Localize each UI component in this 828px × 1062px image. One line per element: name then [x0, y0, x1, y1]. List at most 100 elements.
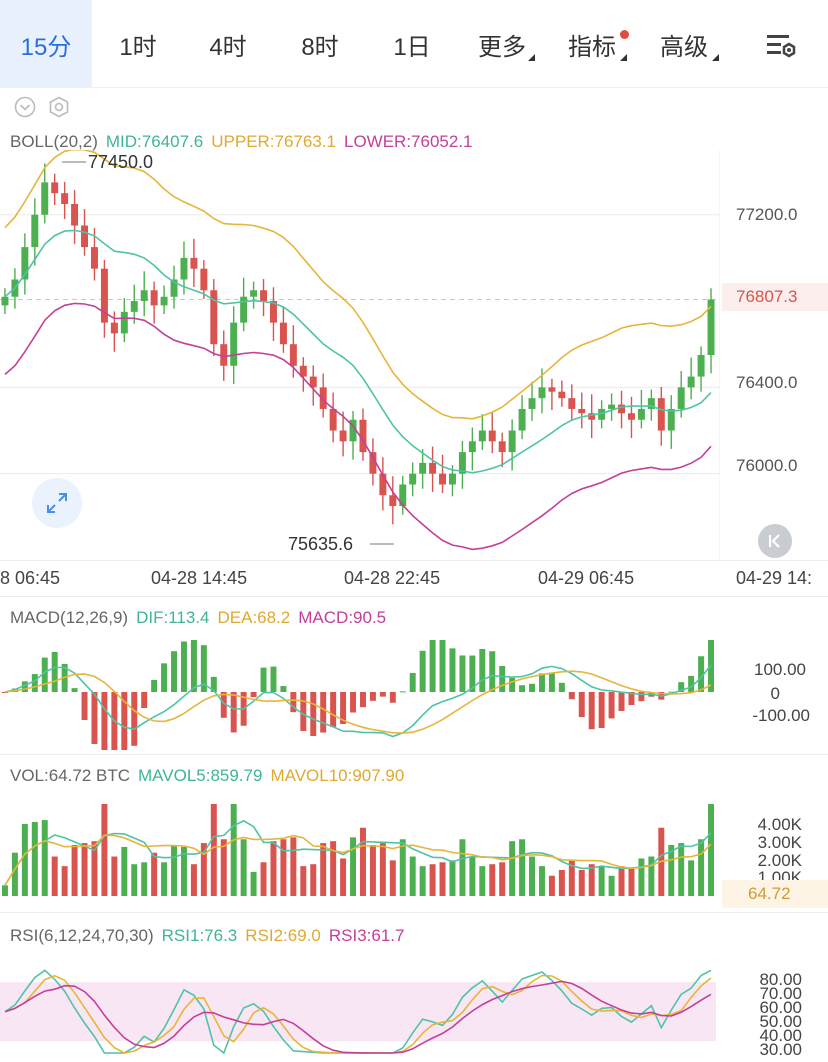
macd-chart	[1, 640, 715, 750]
candle-body	[220, 344, 228, 366]
volume-bar	[668, 845, 675, 896]
price-axis-label: 77200.0	[736, 205, 798, 224]
macd-bar	[449, 648, 456, 692]
macd-bar	[121, 692, 128, 750]
macd-bar	[389, 692, 396, 703]
candle-body	[578, 408, 586, 414]
candle-body	[130, 301, 138, 312]
macd-bar	[618, 692, 625, 711]
candle-body	[180, 257, 188, 280]
rsi-band	[0, 982, 716, 1042]
candle-body	[667, 408, 675, 431]
macd-bar	[260, 667, 267, 692]
candle-body	[439, 473, 447, 485]
volume-bar	[161, 862, 168, 896]
rsi-axis-label: 30.00	[759, 1040, 802, 1059]
macd-bar	[131, 692, 138, 746]
macd-bar	[379, 692, 386, 697]
candlestick-chart[interactable]	[0, 150, 720, 560]
macd-bar	[698, 656, 705, 692]
boll-lower-line	[4, 302, 712, 551]
boll-upper-line	[4, 150, 712, 420]
candle-body	[598, 408, 606, 420]
volume-bar	[81, 843, 88, 896]
macd-dif-line	[4, 664, 712, 738]
volume-bar	[588, 864, 595, 896]
volume-bar	[1, 885, 8, 896]
tab-15min[interactable]: 15分	[0, 0, 92, 88]
expand-chart-button[interactable]	[32, 478, 82, 528]
vol-axis-label: 2.00K	[757, 851, 802, 870]
macd-bar	[499, 665, 506, 692]
divider	[0, 596, 828, 597]
volume-bar	[548, 875, 555, 896]
macd-axis-label: 0	[770, 684, 780, 703]
volume-bar	[628, 868, 635, 896]
volume-bar	[330, 841, 337, 896]
tab-label: 指标	[568, 33, 616, 61]
jump-to-latest-button[interactable]	[758, 524, 792, 558]
boll-mid: MID:76407.6	[105, 132, 204, 151]
candle-body	[508, 430, 516, 453]
divider	[0, 754, 828, 755]
tab-1h[interactable]: 1时	[96, 0, 180, 88]
tab-indicators[interactable]: 指标	[552, 0, 632, 88]
chevron-circle-icon[interactable]	[14, 96, 36, 118]
macd-dif: DIF:113.4	[136, 608, 210, 627]
macd-bar	[101, 692, 108, 750]
vol-mavol5: MAVOL5:859.79	[138, 766, 263, 785]
candle-body	[588, 413, 596, 420]
macd-bar	[369, 692, 376, 701]
volume-bar	[708, 804, 715, 896]
volume-bar	[41, 820, 48, 896]
rsi-rsi1: RSI1:76.3	[161, 926, 238, 945]
dropdown-triangle-icon	[620, 54, 627, 61]
date-label: 04-29 06:45	[538, 568, 635, 588]
volume-bar	[260, 862, 267, 896]
macd-axis-label: -100.00	[752, 706, 810, 725]
candle-body	[31, 214, 39, 248]
tab-label: 4时	[209, 33, 247, 61]
volume-bar	[141, 862, 148, 896]
candle-body	[329, 408, 337, 431]
tab-more[interactable]: 更多	[462, 0, 542, 88]
list-settings-icon[interactable]	[765, 32, 797, 60]
macd-bar	[290, 692, 297, 713]
vol-header: VOL:64.72 BTC MAVOL5:859.79 MAVOL10:907.90	[10, 766, 412, 786]
candle-body	[110, 322, 118, 334]
volume-bar	[171, 845, 178, 896]
candle-body	[339, 430, 347, 442]
tab-8h[interactable]: 8时	[278, 0, 362, 88]
date-label: 04-29 14:	[736, 568, 813, 588]
candle-body	[289, 344, 297, 366]
candle-body	[90, 247, 98, 269]
candle-body	[150, 290, 158, 306]
tab-4h[interactable]: 4时	[186, 0, 270, 88]
volume-bar	[419, 866, 426, 896]
volume-bar	[648, 856, 655, 896]
tab-advanced[interactable]: 高级	[644, 0, 724, 88]
rsi-axis-label: 80.00	[759, 970, 802, 989]
volume-bar	[320, 843, 327, 896]
macd-axis-label: 100.00	[754, 660, 806, 679]
candle-body	[190, 257, 198, 269]
hexagon-gear-icon[interactable]	[48, 96, 70, 118]
tab-1d[interactable]: 1日	[370, 0, 454, 88]
boll-header: BOLL(20,2) MID:76407.6 UPPER:76763.1 LOWER:…	[10, 132, 481, 152]
volume-bar	[389, 860, 396, 896]
candle-body	[448, 473, 456, 485]
volume-bar	[121, 846, 128, 896]
macd-bar	[310, 692, 317, 737]
candle-body	[647, 398, 655, 409]
macd-header: MACD(12,26,9) DIF:113.4 DEA:68.2 MACD:90.5	[10, 608, 394, 628]
macd-bar	[280, 686, 287, 692]
macd-bar	[688, 675, 695, 692]
rsi-axis-label: 50.00	[759, 1012, 802, 1031]
volume-bar	[340, 858, 347, 896]
volume-bar	[210, 804, 217, 896]
volume-bar	[568, 860, 575, 896]
vol-axis-label: 3.00K	[757, 833, 802, 852]
candle-body	[41, 182, 49, 215]
macd-bar	[489, 651, 496, 692]
candle-body	[240, 296, 248, 323]
